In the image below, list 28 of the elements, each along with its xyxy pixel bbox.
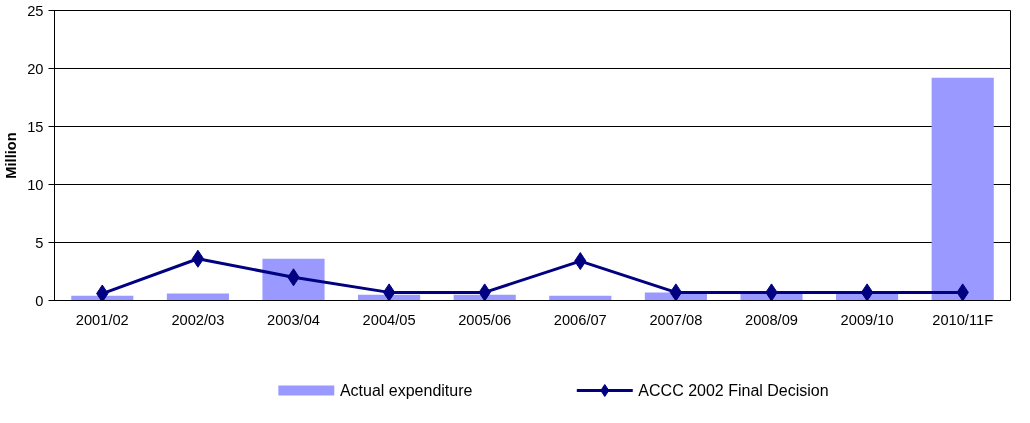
x-tick-label: 2003/04 [267,311,320,328]
legend-label: ACCC 2002 Final Decision [638,382,829,399]
x-tick-label: 2006/07 [553,311,607,328]
x-tick-label: 2001/02 [75,311,129,328]
point [669,283,683,301]
x-tick-label: 2009/10 [840,311,894,328]
bar [931,77,994,301]
x-tick-label: 2007/08 [649,311,703,328]
point [382,283,396,301]
x-tick-label: 2008/09 [745,311,798,328]
x-tick-label: 2010/11F [932,311,994,328]
y-tick-label: 25 [27,2,44,19]
point [765,283,778,301]
y-axis-title: Million [3,132,20,179]
point [96,284,109,301]
y-tick-label: 10 [27,176,44,193]
y-tick-label: 20 [27,60,44,77]
legend-label: Actual expenditure [339,382,473,399]
x-tick-label: 2005/06 [458,311,512,328]
point [191,249,205,268]
point [478,283,491,301]
point [860,283,874,301]
point [956,283,969,301]
y-tick-label: 0 [35,292,44,309]
y-tick-label: 15 [27,118,44,135]
x-tick-label: 2002/03 [171,311,225,328]
y-tick-label: 5 [35,234,44,251]
x-tick-label: 2004/05 [362,311,416,328]
